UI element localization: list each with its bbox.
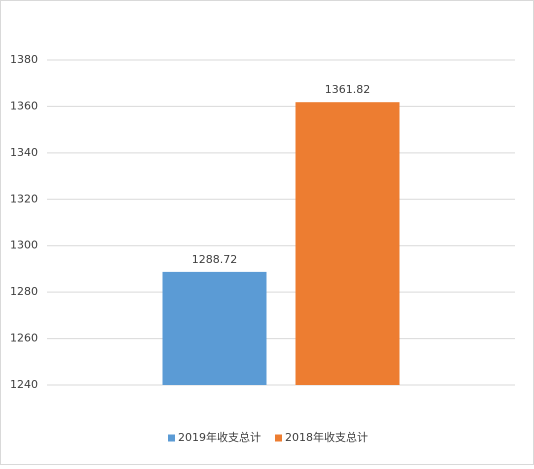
bar xyxy=(162,271,267,385)
y-tick-label: 1360 xyxy=(10,99,38,112)
y-tick-label: 1300 xyxy=(10,239,38,252)
y-tick-label: 1380 xyxy=(10,53,38,66)
legend-swatch xyxy=(168,434,175,442)
data-label: 1288.72 xyxy=(192,253,238,266)
y-tick-label: 1260 xyxy=(10,332,38,345)
y-tick-label: 1240 xyxy=(10,378,38,391)
legend-swatch xyxy=(275,434,282,442)
y-tick-label: 1340 xyxy=(10,146,38,159)
legend-label: 2018年收支总计 xyxy=(285,430,368,444)
data-label: 1361.82 xyxy=(325,83,371,96)
y-tick-label: 1320 xyxy=(10,192,38,205)
legend-label: 2019年收支总计 xyxy=(178,430,261,444)
bar xyxy=(295,102,400,385)
y-tick-label: 1280 xyxy=(10,285,38,298)
